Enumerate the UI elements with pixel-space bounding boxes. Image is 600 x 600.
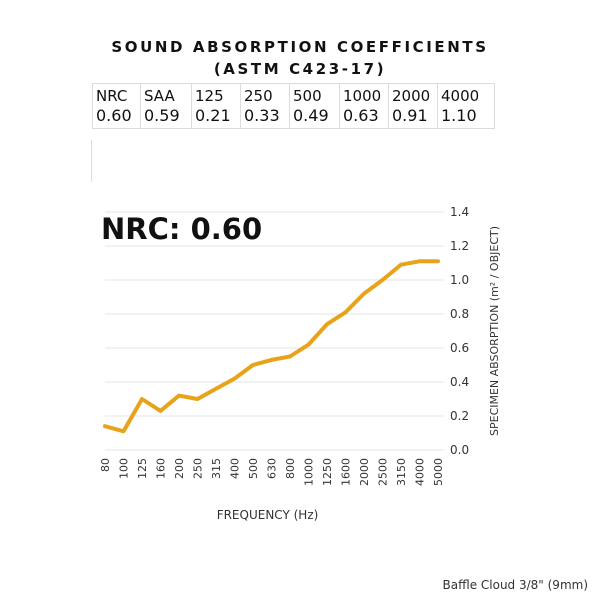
product-caption: Baffle Cloud 3/8" (9mm) — [442, 578, 589, 592]
table-divider — [91, 140, 92, 182]
data-point — [345, 311, 346, 313]
x-tick-label: 800 — [284, 458, 297, 479]
x-tick-label: 80 — [99, 458, 112, 472]
header-cell-500: 500 — [289, 83, 340, 108]
data-point — [289, 356, 291, 357]
data-point — [308, 344, 309, 346]
data-point — [234, 378, 235, 380]
x-tick-label: 200 — [173, 458, 186, 479]
x-tick-label: 400 — [229, 458, 242, 479]
data-point — [400, 264, 402, 266]
value-cell-1000: 0.63 — [339, 108, 389, 129]
coefficients-value-row: 0.60 0.59 0.21 0.33 0.49 0.63 0.91 1.10 — [92, 108, 495, 129]
data-point — [215, 388, 217, 390]
data-point — [178, 395, 180, 397]
y-tick-label: 0.0 — [450, 443, 469, 457]
value-cell-saa: 0.59 — [140, 108, 192, 129]
y-tick-label: 1.4 — [450, 205, 469, 219]
x-tick-label: 100 — [118, 458, 131, 479]
data-point — [437, 260, 439, 262]
x-tick-label: 1000 — [303, 458, 316, 486]
x-tick-label: 4000 — [414, 458, 427, 486]
value-cell-nrc: 0.60 — [92, 108, 141, 129]
coefficients-header-row: NRC SAA 125 250 500 1000 2000 4000 — [92, 83, 495, 108]
value-cell-2000: 0.91 — [388, 108, 438, 129]
y-tick-label: 0.8 — [450, 307, 469, 321]
header-cell-nrc: NRC — [92, 83, 141, 108]
x-tick-label: 1600 — [340, 458, 353, 486]
header-cell-125: 125 — [191, 83, 241, 108]
x-tick-label: 3150 — [395, 458, 408, 486]
value-cell-500: 0.49 — [289, 108, 340, 129]
y-tick-label: 1.0 — [450, 273, 469, 287]
data-point — [160, 410, 161, 412]
header-cell-250: 250 — [240, 83, 290, 108]
x-tick-label: 1250 — [321, 458, 334, 486]
data-point — [123, 430, 124, 432]
value-cell-250: 0.33 — [240, 108, 290, 129]
data-point — [326, 323, 328, 325]
y-axis-label: SPECIMEN ABSORPTION (m² / OBJECT) — [488, 226, 501, 436]
x-tick-label: 2000 — [358, 458, 371, 486]
header-cell-1000: 1000 — [339, 83, 389, 108]
x-tick-label: 160 — [155, 458, 168, 479]
header-cell-saa: SAA — [140, 83, 192, 108]
data-point — [104, 425, 106, 427]
series-line — [103, 259, 440, 434]
data-point — [363, 293, 365, 295]
x-tick-label: 315 — [210, 458, 223, 479]
x-tick-label: 125 — [136, 458, 149, 479]
x-tick-label: 250 — [192, 458, 205, 479]
chart-title-line1: SOUND ABSORPTION COEFFICIENTS — [111, 38, 489, 56]
x-tick-label: 630 — [266, 458, 279, 479]
value-cell-4000: 1.10 — [437, 108, 495, 129]
y-tick-label: 0.2 — [450, 409, 469, 423]
chart-title-line2: (ASTM C423-17) — [213, 60, 387, 78]
y-tick-label: 1.2 — [450, 239, 469, 253]
x-tick-label: 500 — [247, 458, 260, 479]
data-point — [271, 359, 272, 361]
x-tick-label: 5000 — [432, 458, 445, 486]
y-tick-label: 0.4 — [450, 375, 469, 389]
data-point — [382, 279, 383, 281]
x-tick-label: 2500 — [377, 458, 390, 486]
y-tick-label: 0.6 — [450, 341, 469, 355]
data-point — [419, 260, 420, 262]
data-point — [252, 364, 254, 366]
header-cell-4000: 4000 — [437, 83, 495, 108]
data-point — [141, 398, 143, 400]
x-axis-label: FREQUENCY (Hz) — [217, 508, 319, 522]
data-point — [197, 398, 198, 400]
nrc-big-label: NRC: 0.60 — [101, 212, 263, 246]
coefficients-table: NRC SAA 125 250 500 1000 2000 4000 0.60 … — [92, 83, 495, 129]
value-cell-125: 0.21 — [191, 108, 241, 129]
